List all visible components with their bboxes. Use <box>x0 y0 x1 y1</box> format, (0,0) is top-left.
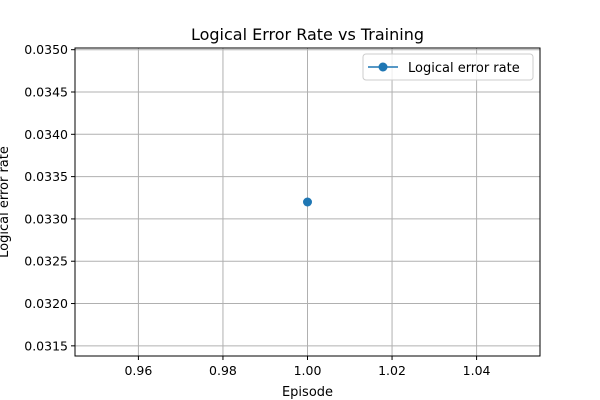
x-axis-label: Episode <box>282 385 333 400</box>
legend-label: Logical error rate <box>408 61 520 76</box>
x-tick-label: 1.00 <box>294 363 322 378</box>
y-tick-label: 0.0340 <box>24 127 68 142</box>
legend: Logical error rate <box>362 53 534 81</box>
data-point <box>303 197 312 207</box>
y-axis-ticks: 0.0315 0.0320 0.0325 0.0330 0.0335 0.0340 0.03… <box>24 42 75 353</box>
x-tick-label: 1.02 <box>378 363 406 378</box>
y-tick-label: 0.0350 <box>24 42 68 57</box>
y-tick-label: 0.0345 <box>24 85 68 100</box>
x-tick-label: 1.04 <box>463 363 491 378</box>
x-tick-label: 0.96 <box>124 363 152 378</box>
y-tick-label: 0.0325 <box>24 254 68 269</box>
x-axis-ticks: 0.96 0.98 1.00 1.02 1.04 <box>124 356 491 378</box>
legend-box <box>362 53 534 81</box>
x-tick-label: 0.98 <box>209 363 237 378</box>
series-layer <box>303 197 312 207</box>
y-tick-label: 0.0320 <box>24 296 68 311</box>
y-tick-label: 0.0335 <box>24 169 68 184</box>
legend-marker <box>378 62 388 72</box>
y-tick-label: 0.0315 <box>24 338 68 353</box>
y-tick-label: 0.0330 <box>24 211 68 226</box>
chart-title: Logical Error Rate vs Training <box>191 25 424 44</box>
y-axis-label: Logical error rate <box>0 146 12 258</box>
